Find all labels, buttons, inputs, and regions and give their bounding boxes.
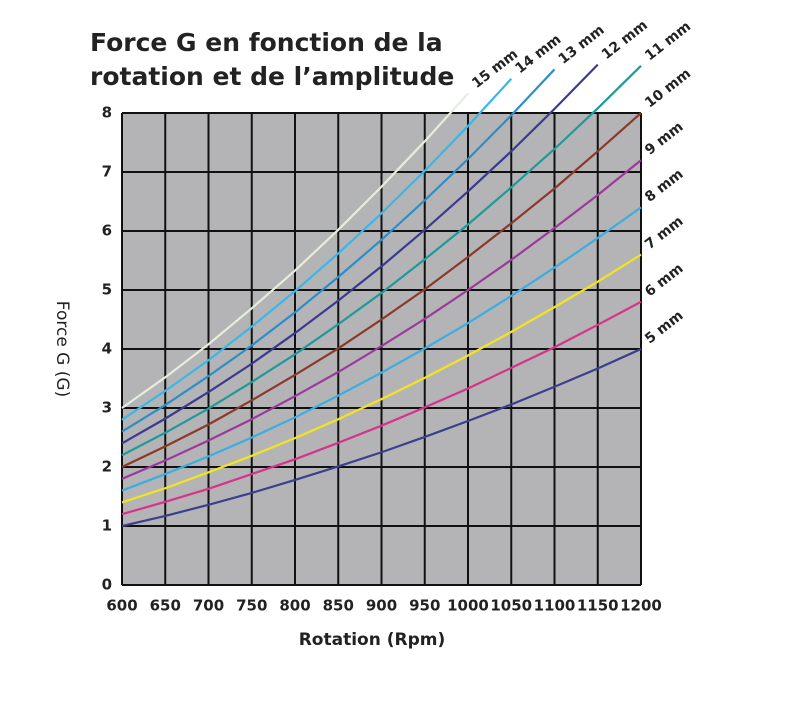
series-line bbox=[121, 92, 469, 409]
y-tick-label: 5 bbox=[102, 281, 112, 299]
series-label: 12 mm bbox=[599, 17, 651, 63]
x-tick-label: 1050 bbox=[490, 597, 532, 615]
y-tick-label: 6 bbox=[102, 222, 112, 240]
y-tick-label: 0 bbox=[102, 576, 112, 594]
series-label: 5 mm bbox=[642, 308, 686, 348]
y-tick-label: 2 bbox=[102, 458, 112, 476]
x-tick-label: 700 bbox=[193, 597, 224, 615]
x-tick-label: 1100 bbox=[534, 597, 576, 615]
x-tick-label: 1150 bbox=[577, 597, 619, 615]
x-tick-label: 1000 bbox=[447, 597, 489, 615]
series-line bbox=[121, 347, 642, 528]
x-tick-label: 800 bbox=[279, 597, 310, 615]
x-tick-label: 650 bbox=[150, 597, 181, 615]
y-tick-label: 1 bbox=[102, 517, 112, 535]
y-tick-label: 4 bbox=[102, 340, 112, 358]
series-label: 11 mm bbox=[642, 19, 694, 65]
series-line bbox=[121, 206, 642, 492]
series-label: 15 mm bbox=[469, 46, 521, 92]
x-axis-label: Rotation (Rpm) bbox=[299, 630, 446, 650]
series-line bbox=[121, 159, 642, 480]
series-line bbox=[121, 63, 599, 445]
y-tick-label: 7 bbox=[102, 163, 112, 181]
series-line bbox=[121, 253, 642, 504]
y-axis-label: Force G (G) bbox=[52, 301, 72, 397]
series-line bbox=[121, 68, 556, 433]
x-tick-label: 900 bbox=[366, 597, 397, 615]
y-tick-label: 8 bbox=[102, 104, 112, 122]
x-tick-label: 600 bbox=[106, 597, 137, 615]
y-tick-label: 3 bbox=[102, 399, 112, 417]
chart-title: Force G en fonction de la rotation et de… bbox=[90, 28, 455, 91]
x-tick-label: 950 bbox=[409, 597, 440, 615]
series-label: 10 mm bbox=[642, 66, 694, 112]
series-line bbox=[121, 78, 513, 421]
series-line bbox=[121, 112, 642, 468]
series-label: 8 mm bbox=[642, 166, 686, 206]
series-label: 7 mm bbox=[642, 213, 686, 253]
x-tick-label: 1200 bbox=[620, 597, 662, 615]
series-label: 9 mm bbox=[642, 119, 686, 159]
series-label: 6 mm bbox=[642, 261, 686, 301]
x-tick-label: 850 bbox=[323, 597, 354, 615]
series-line bbox=[121, 65, 642, 457]
x-tick-label: 750 bbox=[236, 597, 267, 615]
series-line bbox=[121, 300, 642, 516]
